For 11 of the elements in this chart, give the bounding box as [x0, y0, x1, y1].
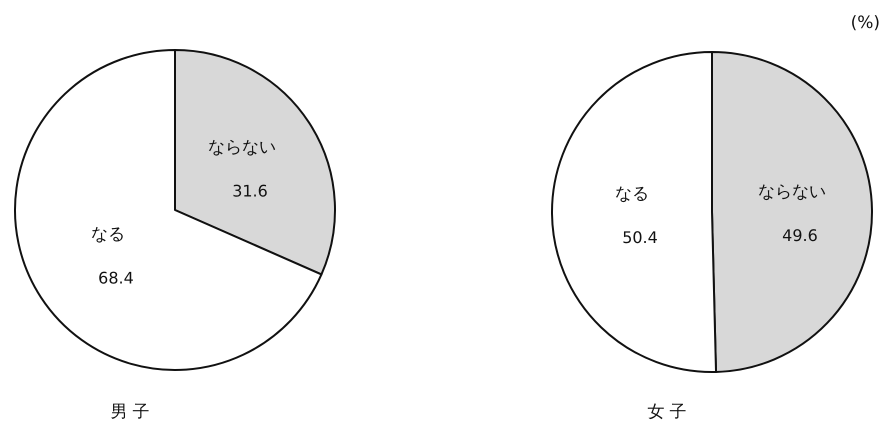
slice-label: なる: [91, 224, 125, 245]
text: 男 子: [110, 402, 150, 422]
slice-label: ならない: [758, 182, 826, 202]
text: (%): [850, 13, 880, 33]
data-label: 31.6: [232, 181, 268, 200]
slice-label: なる: [615, 184, 650, 204]
text: 女 子: [647, 402, 687, 422]
data-label: 49.6: [782, 226, 818, 245]
slice-label: ならない: [208, 137, 276, 158]
data-label: 68.4: [98, 268, 134, 288]
data-label: 50.4: [622, 228, 658, 248]
